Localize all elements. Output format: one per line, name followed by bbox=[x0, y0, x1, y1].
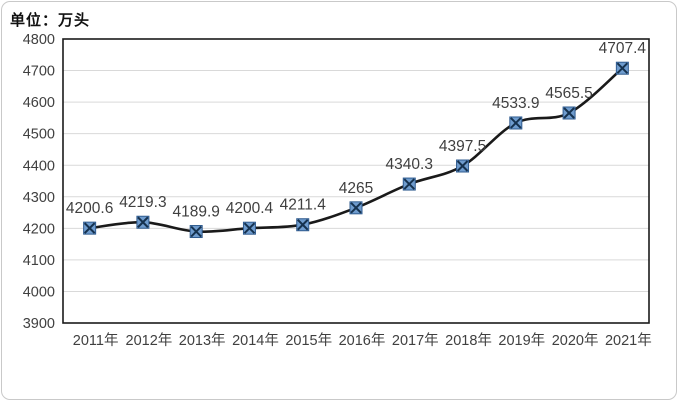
y-axis-tick-label: 4700 bbox=[23, 64, 55, 80]
marker-x-stroke bbox=[403, 178, 415, 190]
marker-x-stroke bbox=[616, 62, 629, 74]
x-axis-tick-label: 2012年 bbox=[126, 332, 173, 349]
unit-label: 单位：万头 bbox=[10, 11, 91, 29]
data-label: 4219.3 bbox=[119, 194, 166, 211]
data-label: 4200.6 bbox=[66, 200, 113, 217]
data-label: 4200.4 bbox=[226, 200, 274, 217]
data-label: 4707.4 bbox=[599, 40, 647, 57]
x-axis-tick-label: 2011年 bbox=[73, 332, 119, 349]
data-label: 4211.4 bbox=[280, 197, 327, 214]
data-label: 4340.3 bbox=[386, 156, 433, 173]
y-axis-tick-label: 4300 bbox=[23, 190, 55, 206]
marker-x-stroke bbox=[456, 160, 469, 172]
y-axis-tick-label: 4600 bbox=[23, 95, 55, 111]
x-axis-tick-label: 2020年 bbox=[552, 332, 599, 349]
marker-x-stroke bbox=[510, 117, 522, 129]
x-axis-tick-label: 2015年 bbox=[285, 332, 332, 349]
x-axis-tick-label: 2021年 bbox=[605, 332, 652, 349]
marker-x-stroke bbox=[83, 222, 96, 234]
data-label: 4533.9 bbox=[492, 95, 539, 112]
data-label: 4397.5 bbox=[439, 138, 486, 155]
x-axis-tick-label: 2017年 bbox=[392, 332, 439, 349]
y-axis-tick-label: 3900 bbox=[23, 316, 55, 332]
y-axis-tick-label: 4100 bbox=[23, 253, 55, 269]
x-axis-tick-label: 2018年 bbox=[445, 332, 492, 349]
x-axis-tick-label: 2013年 bbox=[179, 332, 226, 349]
marker-x-stroke bbox=[190, 225, 202, 238]
plot-area-border bbox=[62, 38, 650, 324]
y-axis-tick-label: 4000 bbox=[23, 285, 55, 301]
data-label: 4189.9 bbox=[172, 204, 219, 221]
y-axis-tick-label: 4500 bbox=[23, 127, 55, 143]
x-axis-tick-label: 2016年 bbox=[339, 332, 386, 349]
marker-x-stroke bbox=[563, 107, 575, 119]
marker-x-stroke bbox=[350, 202, 362, 214]
y-axis-tick-label: 4400 bbox=[23, 158, 55, 174]
marker-x-stroke bbox=[297, 219, 309, 231]
marker-x-stroke bbox=[137, 216, 149, 228]
marker-x-stroke bbox=[243, 222, 256, 234]
data-label: 4265 bbox=[339, 180, 373, 197]
y-axis-tick-label: 4200 bbox=[23, 221, 55, 237]
y-axis-tick-label: 4800 bbox=[23, 32, 55, 48]
data-label: 4565.5 bbox=[545, 85, 592, 102]
x-axis-tick-label: 2014年 bbox=[232, 332, 279, 349]
x-axis-tick-label: 2019年 bbox=[498, 332, 545, 349]
